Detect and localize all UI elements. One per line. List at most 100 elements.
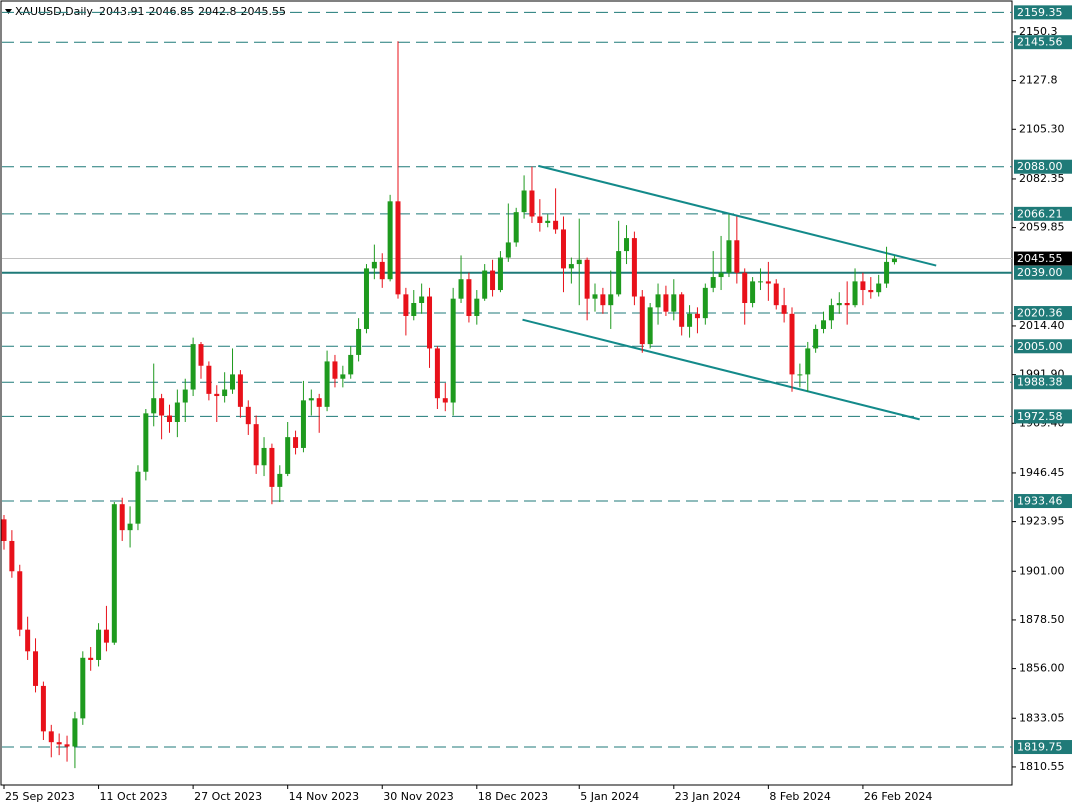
candle-body [135,471,141,524]
candle-body [718,272,724,278]
chart-header: XAUUSD,Daily 2043.91 2046.85 2042.8 2045.55 [15,5,286,18]
candle-body [765,281,771,284]
menu-arrow[interactable] [5,9,12,14]
candle-body [269,447,275,487]
candle-body [48,731,54,743]
y-tick-label: 2059.85 [1019,221,1065,234]
candle-body [560,229,566,269]
level-label: 2145.56 [1017,36,1063,49]
y-tick-label: 2014.40 [1019,319,1065,332]
x-tick-label: 23 Jan 2024 [675,790,741,803]
candle-body [25,629,31,652]
y-tick-label: 2105.30 [1019,122,1065,135]
candle-body [261,447,267,466]
y-tick-label: 1923.95 [1019,515,1065,528]
candle-body [190,344,196,390]
support-box [1014,265,1072,280]
x-tick-label: 18 Dec 2023 [478,790,548,803]
candle-body [206,365,212,394]
close-value: 2045.55 [240,5,286,18]
candle-body [584,259,590,299]
candle-body [805,348,811,375]
candle-body [813,328,819,349]
candle-body [710,277,716,288]
candle-body [781,305,787,314]
candle-body [403,294,409,316]
candle-body [655,294,661,308]
plot-border [0,0,1013,786]
candle-body [348,354,354,375]
candle-body [726,240,732,273]
candle-body [103,629,109,643]
candle-body [80,657,86,719]
candle-body [127,523,133,531]
candle-body [647,307,653,345]
price-label: 2045.55 [1017,252,1063,265]
candle-body [151,398,157,414]
candle-body [72,718,78,747]
candle-body [253,424,259,466]
candle-body [490,270,496,291]
candle-body [702,287,708,319]
candle-body [17,571,23,630]
candle-body [482,270,488,299]
level-label: 1819.75 [1017,741,1063,754]
price-box [1014,251,1072,266]
candle-body [757,281,763,283]
candle-body [474,298,480,316]
candle-body [64,744,70,747]
candle-body [237,374,243,407]
low-value: 2042.8 [198,5,237,18]
chart-title: XAUUSD,Daily [15,5,93,18]
candle-body [687,313,693,327]
candle-body [300,400,306,448]
x-tick-label: 30 Nov 2023 [383,790,453,803]
candle-body [852,281,858,306]
candle-body [363,268,369,329]
candle-body [285,437,291,474]
level-label: 2005.00 [1017,340,1063,353]
candle-body [868,290,874,293]
candle-body [222,389,228,397]
level-label: 2066.21 [1017,207,1063,220]
candle-body [592,294,598,299]
candle-body [742,272,748,304]
candle-body [521,190,527,213]
level-label: 2159.35 [1017,6,1063,19]
candle-body [143,413,149,472]
candle-body [245,406,251,425]
level-label: 1933.46 [1017,495,1063,508]
candle-body [600,294,606,306]
candle-body [884,261,890,284]
level-box [1014,306,1072,321]
y-tick-label: 2127.8 [1019,74,1058,87]
candle-body [119,504,125,531]
candle-body [553,220,559,230]
candle-body [576,259,582,265]
candle-body [891,258,897,263]
level-label: 2020.36 [1017,307,1063,320]
x-tick-label: 26 Feb 2024 [864,790,932,803]
candle-body [828,305,834,321]
candle-body [371,261,377,269]
y-tick-label: 1856.00 [1019,662,1065,675]
candle-body [427,296,433,349]
candle-body [379,261,385,280]
level-box [1014,159,1072,174]
y-tick-label: 1810.55 [1019,760,1065,773]
level-box [1014,5,1072,20]
candle-body [671,294,677,312]
level-label: 2088.00 [1017,160,1063,173]
candle-body [529,190,535,217]
candle-body [694,313,700,319]
x-tick-label: 14 Nov 2023 [289,790,359,803]
candle-body [679,294,685,327]
candle-body [387,201,393,280]
y-tick-label: 2150.3 [1019,25,1058,38]
candle-body [9,540,15,572]
level-box [1014,409,1072,424]
candle-body [616,251,622,295]
candle-body [324,361,330,407]
candle-body [111,504,117,643]
candle-body [750,281,756,304]
